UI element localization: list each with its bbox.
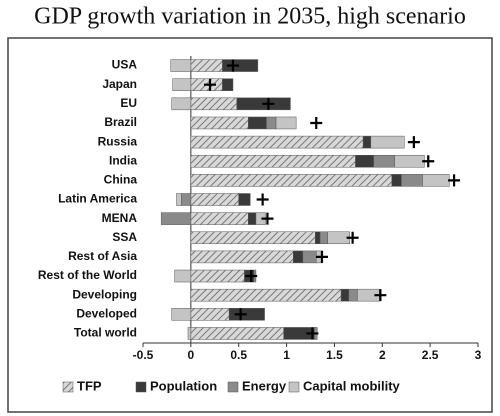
bar-segment <box>275 116 297 130</box>
x-tick-label: 0.5 <box>230 348 247 362</box>
bar-segment <box>391 174 402 187</box>
bar-segment <box>238 193 251 206</box>
bar-segment <box>394 154 425 168</box>
y-tick-label: Japan <box>102 77 137 91</box>
total-marker <box>306 327 319 340</box>
bar-segment <box>222 78 234 91</box>
y-tick-label: Rest of the World <box>38 268 137 282</box>
x-tick-label: -0.5 <box>133 348 154 362</box>
bar-segment <box>171 308 192 321</box>
bar-segment <box>190 174 393 187</box>
bar-segment <box>171 97 192 111</box>
total-marker <box>310 116 323 129</box>
total-marker <box>204 78 216 91</box>
legend-swatch <box>135 381 147 393</box>
x-tick-label: 0 <box>188 348 195 362</box>
legend-swatch <box>62 381 74 393</box>
y-tick-label: India <box>109 153 137 167</box>
x-tick-label: 1.5 <box>326 348 343 362</box>
bar-segment <box>293 250 304 264</box>
bar-segment <box>190 193 239 206</box>
y-tick-label: Developed <box>76 306 137 320</box>
bar-segment <box>248 116 267 130</box>
bar-segment <box>315 231 321 245</box>
total-marker <box>261 212 274 225</box>
y-tick-label: Rest of Asia <box>68 249 137 263</box>
legend-label: Population <box>150 378 217 393</box>
total-marker <box>262 97 275 110</box>
bar-segment <box>190 212 249 225</box>
bar-segment <box>348 288 358 302</box>
y-tick-label: MENA <box>102 211 138 225</box>
x-tick-label: 2 <box>379 348 386 362</box>
bar-segment <box>190 116 249 130</box>
y-tick-label: EU <box>120 96 137 110</box>
total-marker <box>245 270 258 283</box>
bar-segment <box>248 212 257 225</box>
bar-segment <box>172 78 192 91</box>
legend-label: TFP <box>77 378 102 393</box>
bar-segment <box>373 154 395 168</box>
bar-segment <box>355 154 374 168</box>
y-tick-label: Russia <box>98 134 138 148</box>
bar-segment <box>370 135 405 149</box>
bar-segment <box>187 327 192 340</box>
bar-segment <box>302 250 317 264</box>
total-marker <box>374 289 387 302</box>
bar-segment <box>190 154 356 168</box>
y-tick-label: SSA <box>112 230 137 244</box>
bar-segment <box>160 212 192 225</box>
total-marker <box>256 193 269 206</box>
legend-label: Energy <box>242 378 287 393</box>
total-marker <box>346 231 359 244</box>
chart-frame <box>7 37 493 413</box>
x-tick-label: 3 <box>475 348 482 362</box>
bar-segment <box>340 288 350 302</box>
bar-segment <box>190 288 342 302</box>
bar-segment <box>190 135 364 149</box>
total-marker <box>407 136 420 149</box>
legend-label: Capital mobility <box>303 378 401 393</box>
x-tick-label: 2.5 <box>422 348 439 362</box>
total-marker <box>448 174 461 187</box>
total-marker <box>234 308 247 321</box>
legend-swatch <box>288 381 300 393</box>
bar-segment <box>190 231 316 245</box>
total-marker <box>226 59 239 72</box>
legend-swatch <box>227 381 239 393</box>
y-tick-label: Brazil <box>104 115 137 129</box>
bar-segment <box>190 250 294 264</box>
bar-segment <box>190 308 230 321</box>
bar-segment <box>266 116 277 130</box>
bar-segment <box>190 59 223 72</box>
y-tick-label: China <box>104 173 138 187</box>
bar-segment <box>422 174 450 187</box>
bar-segment <box>190 327 284 340</box>
bar-segment <box>190 269 245 283</box>
y-tick-label: Total world <box>74 326 137 340</box>
x-tick-label: 1 <box>283 348 290 362</box>
bar-segment <box>170 59 192 72</box>
bar-segment <box>222 59 259 72</box>
bar-segment <box>176 193 182 206</box>
bar-segment <box>362 135 372 149</box>
chart-title: GDP growth variation in 2035, high scena… <box>34 4 466 30</box>
total-marker <box>315 250 328 263</box>
bar-segment <box>228 308 265 321</box>
bar-segment <box>174 269 192 283</box>
total-marker <box>422 155 435 168</box>
bar-segment <box>190 97 238 111</box>
y-tick-label: USA <box>112 58 138 72</box>
bar-segment <box>181 193 192 206</box>
bar-segment <box>319 231 328 245</box>
bar-segment <box>401 174 423 187</box>
bar-segment <box>327 231 350 245</box>
y-tick-label: Developing <box>72 287 137 301</box>
y-tick-label: Latin America <box>58 192 137 206</box>
